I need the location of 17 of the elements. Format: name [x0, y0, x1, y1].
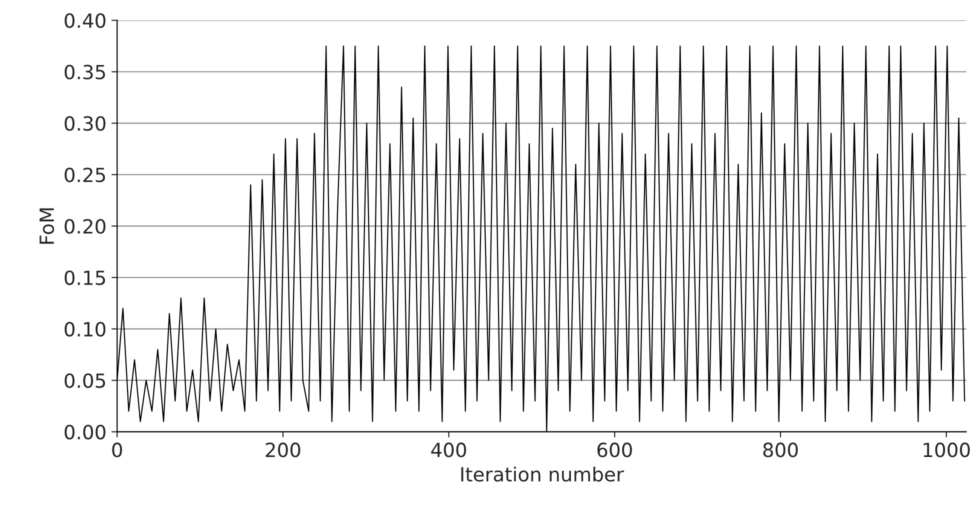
- y-tick-label: 0.20: [64, 219, 106, 234]
- y-tick-label: 0.05: [64, 373, 106, 388]
- x-tick-label: 1000: [924, 442, 970, 458]
- y-tick-label: 0.10: [64, 322, 106, 337]
- x-tick-label: 800: [763, 442, 798, 458]
- x-axis-title: Iteration number: [461, 466, 624, 482]
- x-tick-label: 600: [597, 442, 632, 458]
- y-tick-label: 0.15: [64, 270, 106, 286]
- y-tick-label: 0.30: [64, 116, 106, 131]
- y-tick-label: 0.00: [64, 424, 106, 440]
- y-tick-label: 0.40: [64, 13, 106, 28]
- x-tick-label: 200: [266, 442, 300, 458]
- y-tick-label: 0.35: [64, 64, 106, 80]
- y-axis-title: FoM: [40, 208, 54, 244]
- y-tick-label: 0.25: [64, 168, 106, 182]
- x-tick-label: 400: [431, 442, 466, 458]
- x-tick-label: 0: [112, 442, 122, 458]
